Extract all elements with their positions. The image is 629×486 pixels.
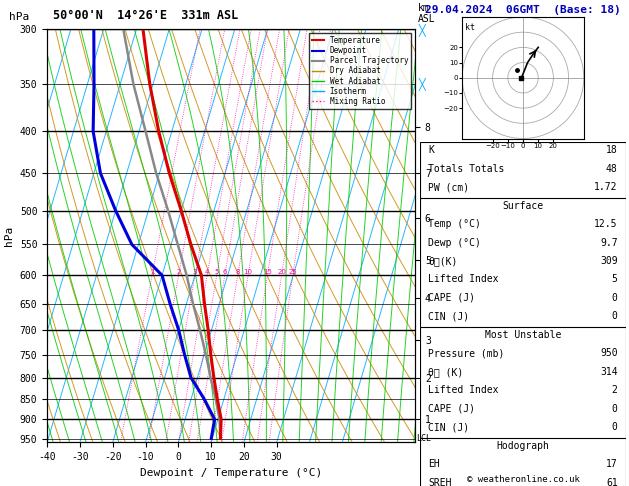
Text: Dewp (°C): Dewp (°C)	[428, 238, 481, 247]
Text: 0: 0	[612, 422, 618, 432]
Text: Hodograph: Hodograph	[496, 441, 550, 451]
Text: ╳: ╳	[418, 23, 425, 35]
Text: 48: 48	[606, 164, 618, 174]
Text: Lifted Index: Lifted Index	[428, 275, 499, 284]
Text: K: K	[428, 145, 434, 155]
Text: Totals Totals: Totals Totals	[428, 164, 505, 174]
Text: kt: kt	[465, 23, 476, 32]
Text: θᴇ (K): θᴇ (K)	[428, 367, 464, 377]
Text: 2: 2	[612, 385, 618, 395]
Text: Most Unstable: Most Unstable	[485, 330, 561, 340]
Legend: Temperature, Dewpoint, Parcel Trajectory, Dry Adiabat, Wet Adiabat, Isotherm, Mi: Temperature, Dewpoint, Parcel Trajectory…	[309, 33, 411, 109]
Text: θᴇ(K): θᴇ(K)	[428, 256, 458, 266]
Text: 5: 5	[214, 269, 219, 276]
Text: 18: 18	[606, 145, 618, 155]
Text: Surface: Surface	[503, 201, 543, 210]
Text: LCL: LCL	[416, 434, 431, 443]
Text: EH: EH	[428, 459, 440, 469]
Text: 61: 61	[606, 478, 618, 486]
Text: CAPE (J): CAPE (J)	[428, 404, 476, 414]
Text: 0: 0	[612, 312, 618, 321]
Text: 4: 4	[205, 269, 209, 276]
Text: CAPE (J): CAPE (J)	[428, 293, 476, 303]
Text: 3: 3	[192, 269, 198, 276]
Text: hPa: hPa	[9, 12, 30, 22]
Text: 8: 8	[235, 269, 240, 276]
Text: 12.5: 12.5	[594, 219, 618, 229]
Text: 10: 10	[243, 269, 253, 276]
Text: Lifted Index: Lifted Index	[428, 385, 499, 395]
X-axis label: Dewpoint / Temperature (°C): Dewpoint / Temperature (°C)	[140, 468, 322, 478]
Text: 25: 25	[289, 269, 297, 276]
Text: 314: 314	[600, 367, 618, 377]
Text: Pressure (mb): Pressure (mb)	[428, 348, 505, 358]
Text: km
ASL: km ASL	[418, 3, 436, 24]
Text: CIN (J): CIN (J)	[428, 422, 469, 432]
Text: ╳: ╳	[418, 77, 425, 90]
Text: SREH: SREH	[428, 478, 452, 486]
Text: 5: 5	[612, 275, 618, 284]
Text: 950: 950	[600, 348, 618, 358]
Text: 29.04.2024  06GMT  (Base: 18): 29.04.2024 06GMT (Base: 18)	[425, 5, 621, 15]
Y-axis label: hPa: hPa	[4, 226, 14, 246]
Text: 1.72: 1.72	[594, 182, 618, 192]
Text: 15: 15	[263, 269, 272, 276]
Text: Temp (°C): Temp (°C)	[428, 219, 481, 229]
Text: 1: 1	[150, 269, 154, 276]
Text: 20: 20	[277, 269, 286, 276]
Text: 9.7: 9.7	[600, 238, 618, 247]
Text: PW (cm): PW (cm)	[428, 182, 469, 192]
Text: 0: 0	[612, 404, 618, 414]
Text: 50°00'N  14°26'E  331m ASL: 50°00'N 14°26'E 331m ASL	[53, 9, 239, 22]
Text: 2: 2	[176, 269, 181, 276]
Text: 0: 0	[612, 293, 618, 303]
Text: 309: 309	[600, 256, 618, 266]
Text: 6: 6	[223, 269, 227, 276]
Text: © weatheronline.co.uk: © weatheronline.co.uk	[467, 474, 579, 484]
Text: CIN (J): CIN (J)	[428, 312, 469, 321]
Text: 17: 17	[606, 459, 618, 469]
